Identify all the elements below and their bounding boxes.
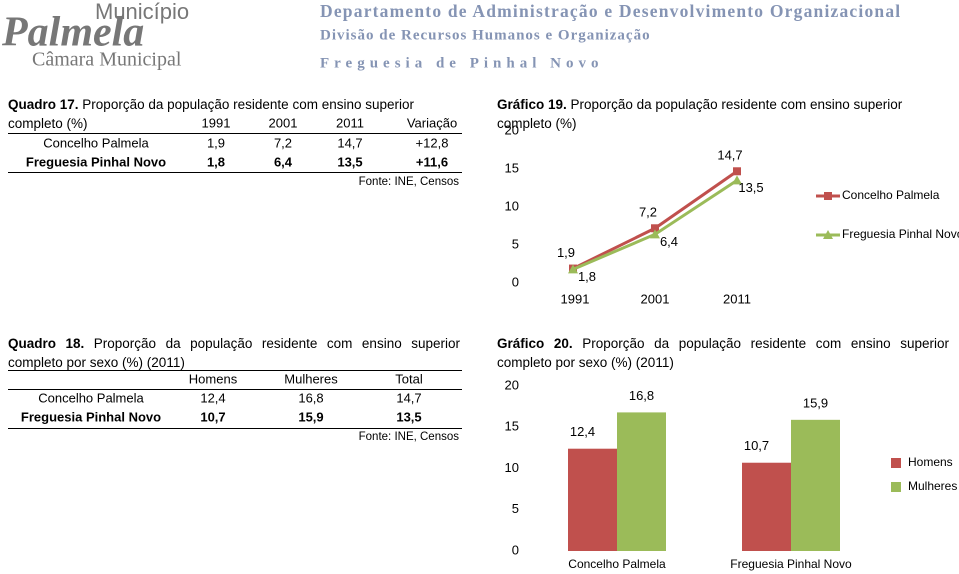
chart19-title: Gráfico 19. Proporção da população resid… [497, 95, 957, 133]
column-header: 1991 [202, 115, 231, 130]
row-label: Freguesia Pinhal Novo [21, 409, 161, 424]
value-label: 16,8 [629, 388, 654, 403]
header-departamento: Departamento de Administração e Desenvol… [320, 1, 901, 21]
series-line [572, 170, 738, 270]
marker [568, 264, 578, 274]
cell: 15,9 [298, 409, 323, 424]
cell: 16,8 [298, 390, 323, 405]
value-label: 10,7 [744, 438, 769, 453]
y-tick-label: 0 [512, 274, 519, 289]
legend-swatch [891, 458, 901, 468]
cell: 13,5 [337, 154, 362, 169]
column-header: Mulheres [284, 371, 338, 386]
y-tick-label: 20 [505, 122, 519, 137]
cell: 14,7 [337, 135, 362, 150]
label: Gráfico 20. [497, 336, 573, 351]
marker [733, 167, 741, 176]
x-tick-label: 2001 [641, 291, 670, 306]
label: Quadro 18. [8, 336, 85, 351]
y-tick-label: 20 [505, 377, 519, 392]
bar [617, 412, 666, 551]
bar [742, 462, 791, 551]
value-label: 7,2 [639, 205, 657, 220]
cell: +11,6 [416, 154, 448, 169]
y-tick-label: 10 [505, 460, 519, 475]
column-header: 2001 [269, 115, 298, 130]
cell: 12,4 [200, 390, 225, 405]
cell: +12,8 [416, 135, 449, 150]
chart20-title: Gráfico 20. Proporção da população resid… [497, 334, 949, 372]
header-freguesia: Freguesia de Pinhal Novo [320, 55, 603, 71]
cell: 1,9 [207, 135, 225, 150]
cell: 14,7 [396, 390, 421, 405]
title: Proporção da população residente com ens… [8, 97, 415, 131]
title: Proporção da população residente com ens… [497, 336, 949, 370]
x-tick-label: Freguesia Pinhal Novo [730, 557, 852, 571]
cell: 1,8 [207, 154, 225, 169]
label: Quadro 17. [8, 97, 79, 112]
marker [824, 192, 832, 200]
marker [732, 175, 742, 185]
y-tick-label: 10 [505, 198, 519, 213]
value-label: 12,4 [570, 424, 595, 439]
x-tick-label: Concelho Palmela [568, 557, 666, 571]
quadro17-title: Quadro 17. Proporção da população reside… [8, 95, 468, 133]
legend-label: Mulheres [908, 479, 957, 493]
legend-label: Freguesia Pinhal Novo [842, 227, 959, 241]
logo-municipio: Município [95, 0, 189, 24]
logo-camara: Câmara Municipal [32, 49, 182, 71]
y-tick-label: 15 [505, 419, 519, 434]
y-tick-label: 0 [512, 542, 519, 557]
x-tick-label: 2011 [723, 291, 751, 306]
column-header: Variação [407, 115, 457, 130]
value-label: 1,9 [557, 245, 575, 260]
legend-label: Concelho Palmela [842, 188, 940, 202]
column-header: Homens [189, 371, 238, 386]
marker [823, 230, 833, 239]
y-tick-label: 15 [505, 160, 519, 175]
header-divisao: Divisão de Recursos Humanos e Organizaçã… [320, 27, 651, 43]
value-label: 1,8 [578, 269, 596, 284]
y-tick-label: 5 [512, 236, 519, 251]
value-label: 14,7 [717, 148, 742, 163]
marker [651, 224, 659, 233]
value-label: 6,4 [660, 234, 678, 249]
source: Fonte: INE, Censos [359, 176, 460, 188]
logo-palmela: Palmela [1, 10, 144, 56]
value-label: 15,9 [803, 395, 828, 410]
y-tick-label: 5 [512, 501, 519, 516]
legend-label: Homens [908, 455, 953, 469]
bar [791, 419, 840, 551]
column-header: 2011 [336, 115, 364, 130]
bar [568, 448, 617, 551]
label: Gráfico 19. [497, 97, 567, 112]
quadro18-title: Quadro 18. Proporção da população reside… [8, 334, 460, 372]
title: Proporção da população residente com ens… [8, 336, 460, 370]
cell: 6,4 [274, 154, 293, 169]
row-label: Concelho Palmela [38, 390, 144, 405]
marker [650, 229, 660, 239]
cell: 7,2 [274, 135, 292, 150]
x-tick-label: 1991 [561, 291, 590, 306]
row-label: Concelho Palmela [43, 135, 149, 150]
column-header: Total [395, 371, 423, 386]
value-label: 13,5 [738, 180, 763, 195]
source: Fonte: INE, Censos [359, 431, 460, 443]
legend-swatch [891, 482, 901, 492]
cell: 10,7 [200, 409, 225, 424]
row-label: Freguesia Pinhal Novo [26, 154, 166, 169]
cell: 13,5 [396, 409, 421, 424]
title: Proporção da população residente com ens… [497, 97, 903, 131]
